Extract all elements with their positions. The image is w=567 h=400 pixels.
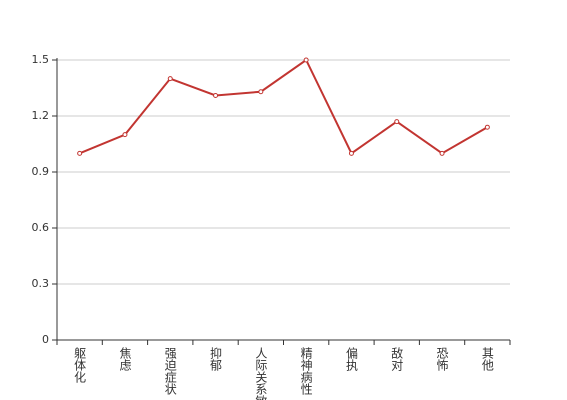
x-tick-label: 精神病性 (299, 347, 313, 396)
x-tick-label: 人际关系敏感 (254, 347, 268, 400)
x-tick-label: 其他 (480, 347, 494, 371)
point (258, 89, 264, 95)
point (439, 150, 445, 156)
point (348, 150, 354, 156)
x-tick-label: 恐怖 (435, 347, 449, 371)
x-tick-label: 敌对 (390, 346, 404, 371)
x-tick-label: 焦虑 (118, 347, 132, 371)
x-tick-label: 偏执 (344, 346, 358, 372)
point (122, 132, 128, 138)
y-tick-label: 1.2 (32, 109, 50, 122)
y-tick-label: 0.6 (32, 221, 50, 234)
x-tick-label: 躯体化 (73, 346, 87, 384)
y-tick-label: 1.5 (32, 53, 50, 66)
y-tick-label: 0 (42, 333, 49, 346)
y-tick-label: 0.9 (32, 165, 50, 178)
point (484, 124, 490, 130)
point (213, 92, 219, 98)
point (77, 150, 83, 156)
line (79, 58, 488, 155)
y-tick-label: 0.3 (32, 277, 50, 290)
point (167, 76, 173, 82)
x-tick-label: 强迫症状 (163, 347, 177, 395)
point (394, 119, 400, 125)
x-tick-label: 抑郁 (209, 346, 223, 372)
point (303, 57, 309, 63)
